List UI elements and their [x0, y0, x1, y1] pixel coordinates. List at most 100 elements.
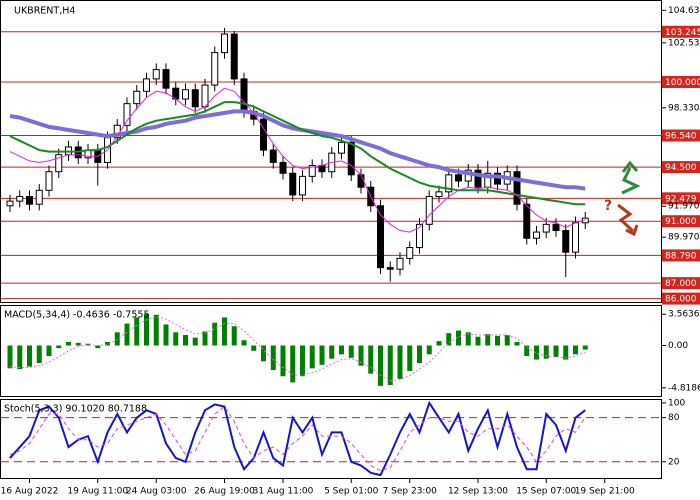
level-label-box [662, 75, 700, 88]
level-label: 91.000 [665, 217, 697, 227]
candle-body [542, 223, 550, 233]
candle-body [240, 78, 248, 112]
candle-body [143, 78, 150, 92]
macd-bar [222, 317, 227, 346]
level-label-box [662, 129, 700, 142]
candle-body [357, 174, 365, 188]
y-tick-label: 104.630 [668, 6, 700, 16]
macd-bar [56, 345, 62, 349]
macd-bar [27, 345, 32, 367]
macd-bar [36, 345, 42, 364]
macd-panel-frame [0, 305, 662, 397]
candle-body [260, 118, 267, 151]
candle-body [269, 149, 277, 163]
candle-body [386, 267, 394, 270]
stoch-line [9, 400, 586, 477]
moving-average [9, 109, 586, 191]
macd-bar [495, 335, 500, 346]
x-tick-label: 15 Sep 07:00 [516, 487, 576, 497]
macd-bar [134, 317, 140, 346]
macd-bar [397, 345, 403, 379]
stoch-panel-frame [0, 399, 662, 479]
level-label-box [662, 277, 700, 290]
macd-bar [465, 332, 471, 346]
up-arrow-head [621, 160, 639, 173]
macd-bar [582, 345, 588, 350]
candle-body [123, 103, 131, 126]
candle-body [6, 200, 14, 207]
level-label: 92.479 [665, 194, 697, 204]
y-tick-label: 98.330 [668, 103, 700, 113]
candle-body [318, 165, 326, 173]
candle-body [230, 33, 238, 80]
level-label-box [662, 25, 700, 38]
y-tick-label: 91.970 [668, 202, 700, 212]
macd-bar [309, 345, 315, 369]
down-arrow-head [625, 224, 639, 237]
macd-bar [183, 334, 188, 346]
question-annotation: ? [604, 198, 612, 214]
macd-bar [368, 345, 374, 374]
candle-body [377, 205, 384, 269]
level-label: 86.000 [665, 295, 697, 305]
macd-bar [417, 345, 422, 364]
candle-body [299, 175, 306, 196]
macd-bar [261, 345, 266, 362]
candle-body [562, 230, 570, 253]
x-tick-label: 5 Sep 01:00 [324, 487, 379, 497]
macd-bar [358, 345, 364, 366]
macd-bar [95, 345, 101, 349]
level-label-box [662, 215, 700, 228]
level-label: 103.245 [665, 28, 700, 38]
macd-bar [485, 334, 491, 346]
x-tick-label: 31 Aug 11:00 [253, 487, 314, 497]
x-tick-label: 12 Sep 13:00 [448, 487, 508, 497]
candle-body [474, 169, 482, 188]
macd-bar [319, 345, 325, 365]
macd-bar [290, 345, 296, 383]
candle-body [445, 174, 453, 193]
candle-body [45, 171, 53, 191]
macd-bar [426, 345, 432, 355]
level-label: 96.540 [665, 132, 697, 142]
candle-body [533, 231, 540, 239]
level-label-box [662, 161, 700, 174]
candle-body [416, 223, 423, 249]
macd-bar [124, 323, 130, 346]
candle-body [396, 257, 404, 270]
macd-bar [514, 342, 520, 346]
macd-bar [66, 342, 71, 346]
candle-body [152, 69, 160, 80]
candle-body [552, 223, 560, 232]
y-tick-label: 0.00 [668, 341, 688, 351]
macd-bar [7, 345, 13, 369]
macd-bar [251, 345, 257, 351]
down-arrow [617, 203, 635, 233]
macd-bar [446, 333, 452, 346]
moving-average [9, 101, 586, 206]
candle-body [35, 189, 43, 205]
moving-average [9, 87, 586, 233]
candle-body [279, 161, 287, 174]
macd-bar [212, 322, 218, 346]
macd-bar [202, 331, 208, 346]
candle-body [16, 195, 24, 202]
level-label-box [662, 192, 700, 205]
macd-bar [553, 345, 559, 357]
macd-bar [524, 345, 530, 357]
y-tick-label: 100 [668, 398, 685, 408]
level-label: 100.000 [665, 78, 700, 88]
candle-body [221, 33, 228, 54]
candle-body [347, 141, 355, 176]
main-panel-frame [0, 0, 662, 303]
macd-bar [280, 345, 286, 377]
candle-body [425, 195, 433, 225]
panel-title: MACD(5,34,4) -0.4636 -0.7555 [4, 310, 149, 321]
macd-bar [270, 345, 276, 371]
macd-bar [573, 345, 578, 355]
candle-body [162, 69, 170, 89]
candle-body [406, 247, 414, 259]
candle-body [211, 52, 219, 86]
y-tick-label: -4.8186 [668, 383, 700, 393]
